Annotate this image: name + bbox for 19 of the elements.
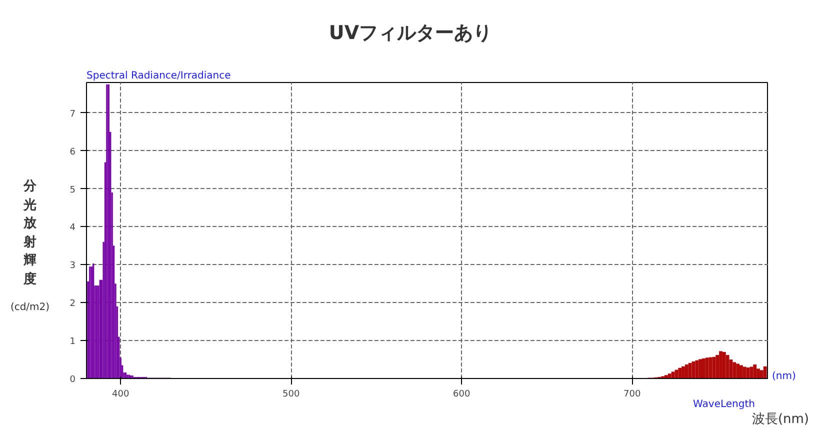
chart-title: UVフィルターあり bbox=[328, 21, 492, 46]
text: (cd/m2) bbox=[10, 301, 50, 315]
text: (nm) bbox=[772, 370, 796, 384]
x-axis-title: 波長(nm) bbox=[750, 412, 810, 428]
x-tick-label: 700 bbox=[624, 390, 641, 400]
y-tick-label: 3 bbox=[70, 261, 76, 272]
y-tick-label: 4 bbox=[70, 223, 76, 234]
x-tick-label: 400 bbox=[112, 390, 130, 400]
y-tick-label: 7 bbox=[70, 109, 76, 120]
y-tick-label: 6 bbox=[70, 147, 76, 158]
text: Spectral Radiance/Irradiance bbox=[86, 70, 231, 82]
y-tick-label: 0 bbox=[70, 375, 76, 385]
text: WaveLength bbox=[693, 399, 756, 411]
x-tick-label: 600 bbox=[453, 390, 470, 400]
y-axis-title: 分光放射輝度 bbox=[22, 178, 38, 288]
x-tick-label: 500 bbox=[282, 390, 300, 400]
y-tick-label: 2 bbox=[70, 299, 76, 310]
y-tick-label: 5 bbox=[70, 185, 76, 196]
y-tick-label: 1 bbox=[70, 337, 76, 348]
